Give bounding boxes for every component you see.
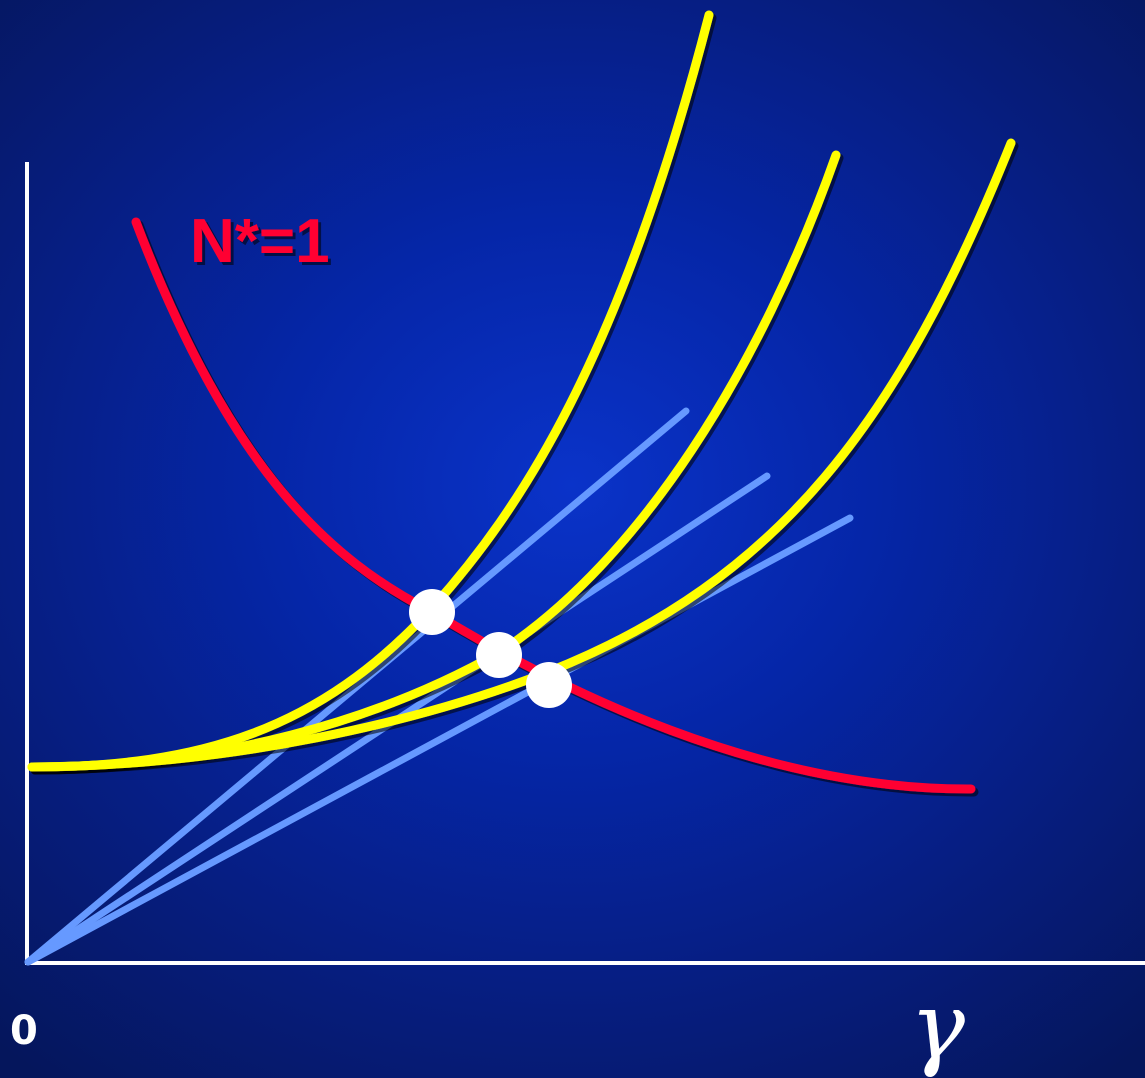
intersection-dot bbox=[526, 662, 572, 708]
intersection-dot bbox=[476, 632, 522, 678]
curve-label: N*=1 bbox=[190, 207, 330, 276]
origin-label: 0 bbox=[10, 1008, 38, 1054]
intersection-dot bbox=[409, 589, 455, 635]
yellow-curve-steep bbox=[27, 10, 714, 772]
yellow-curve-shallow bbox=[27, 138, 1016, 772]
blue-line-steep bbox=[24, 407, 690, 966]
x-axis-symbol: γ bbox=[910, 973, 966, 1078]
blue-line-shallow bbox=[24, 514, 854, 966]
yellow-curve-mid bbox=[27, 150, 841, 772]
